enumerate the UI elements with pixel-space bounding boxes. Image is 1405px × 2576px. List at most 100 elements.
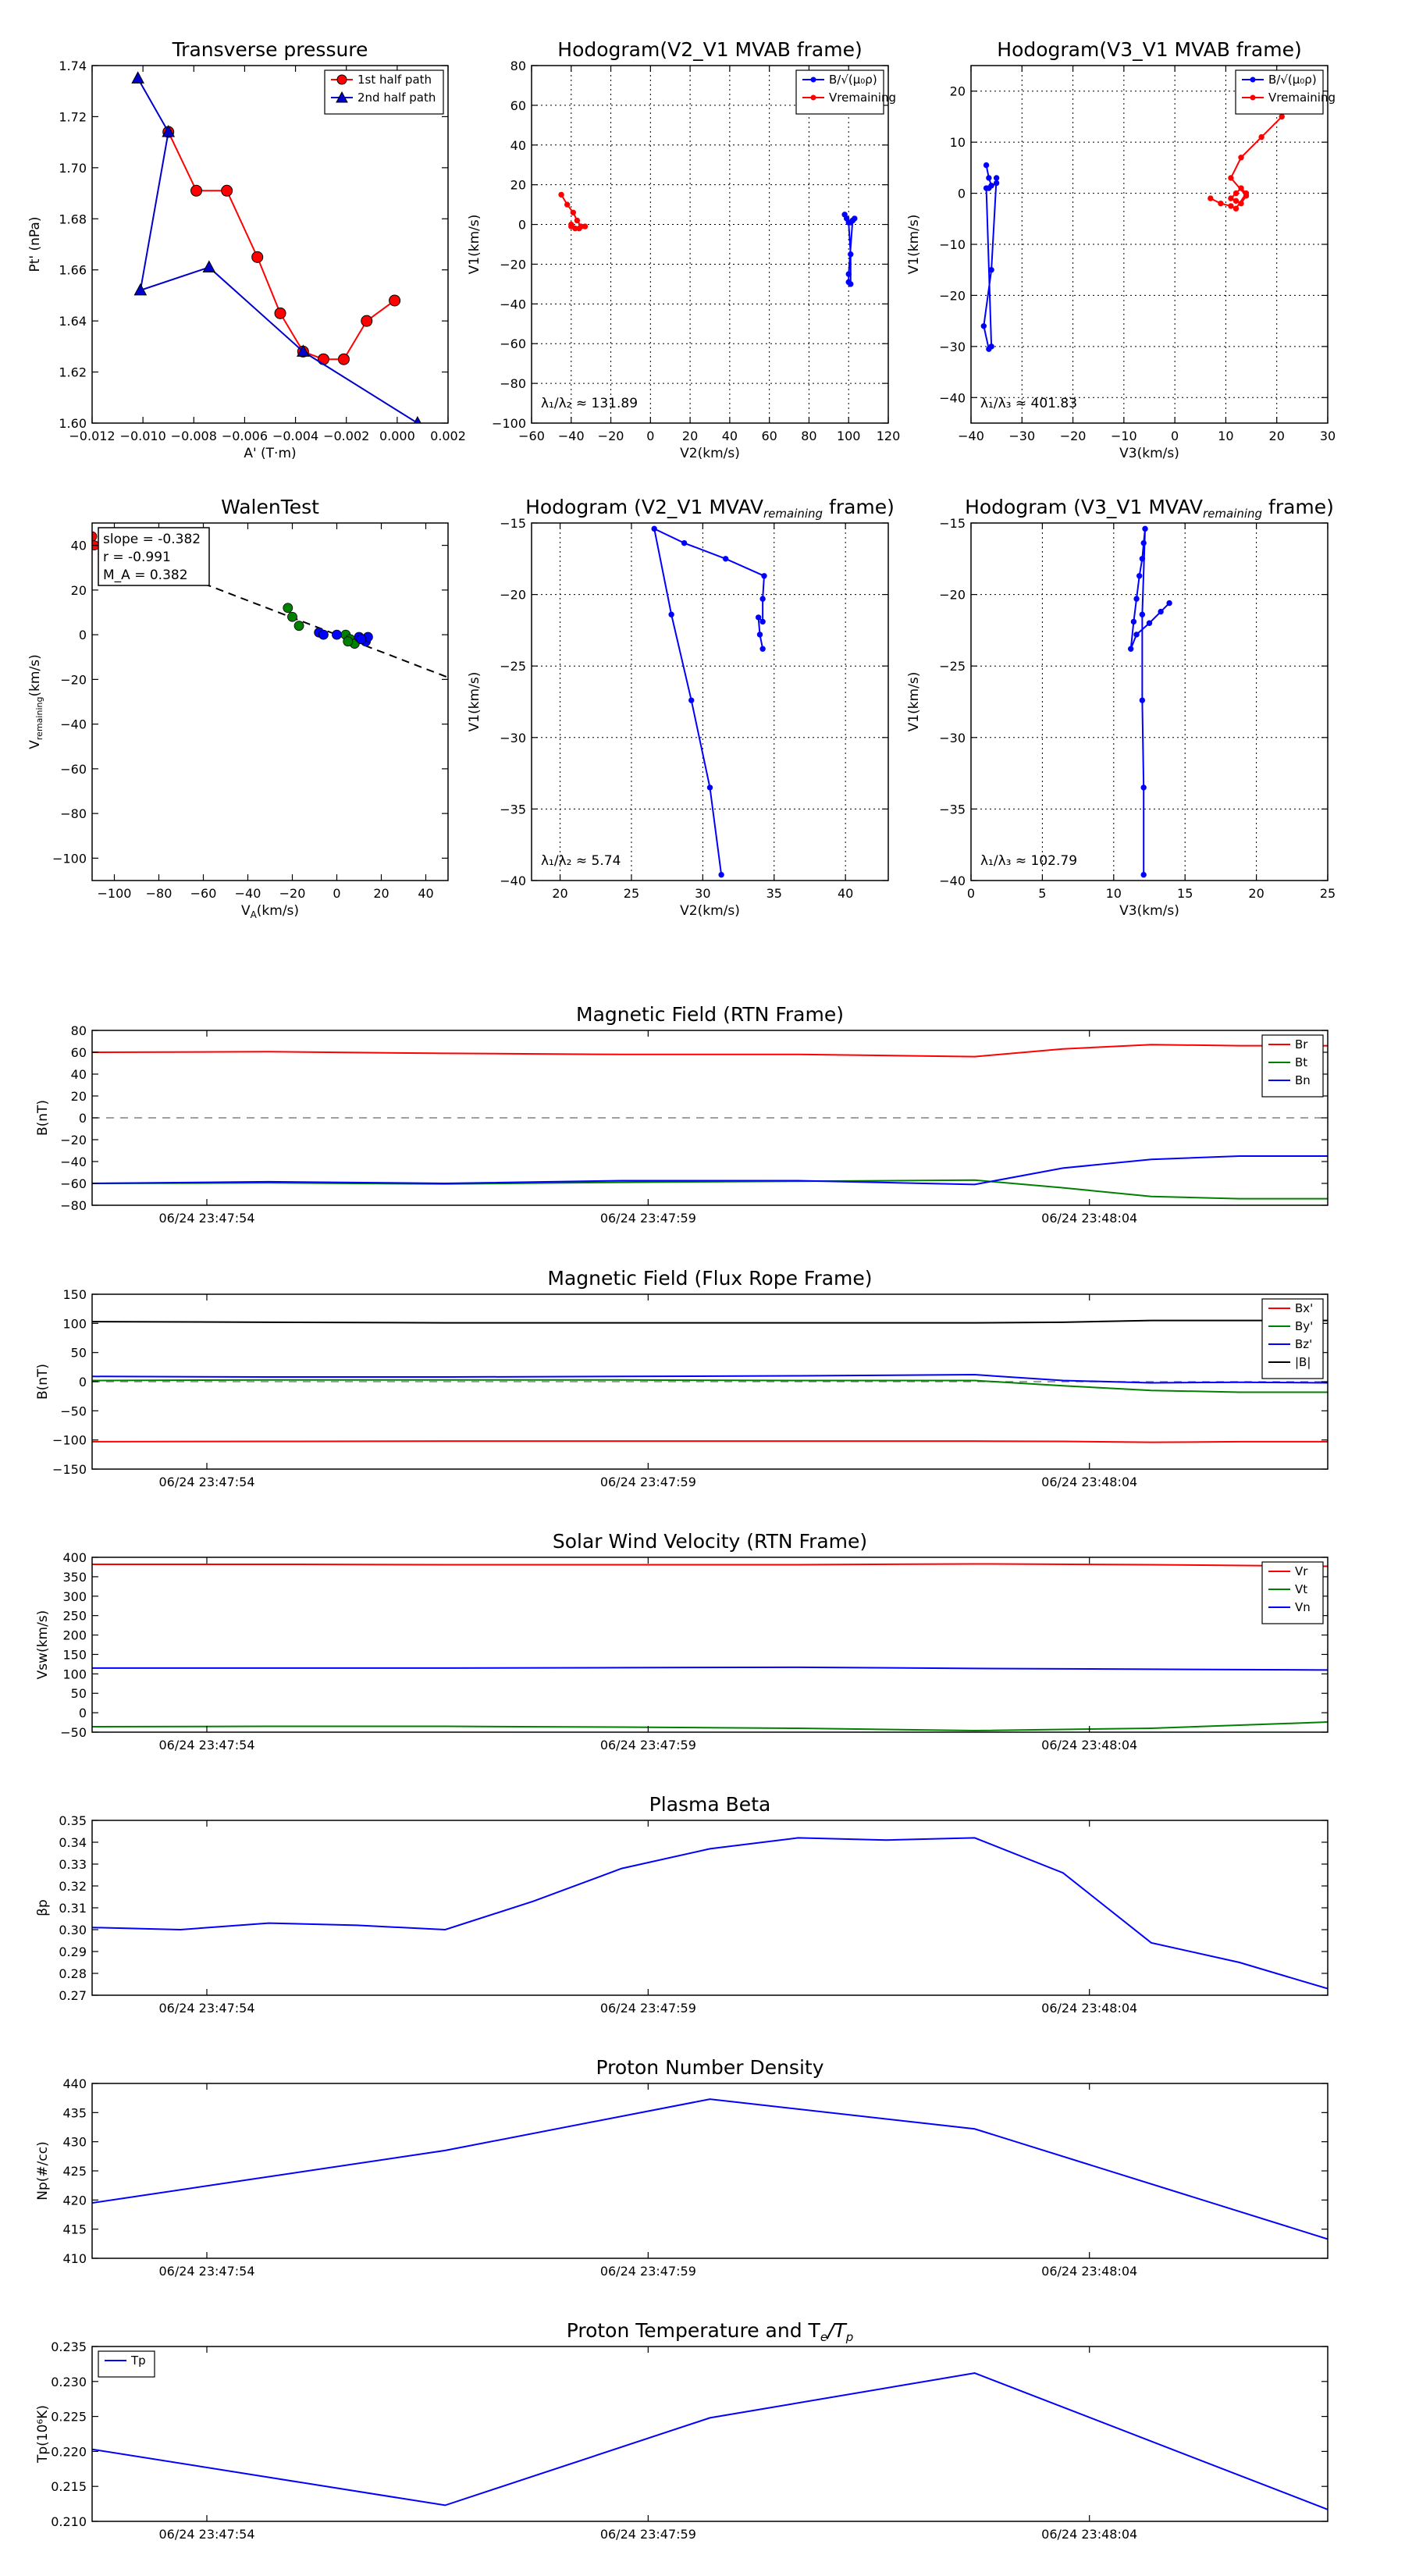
y-tick-label: 0.31 <box>59 1901 87 1916</box>
chart-title: Hodogram(V2_V1 MVAB frame) <box>557 38 862 61</box>
x-tick-label: 5 <box>1038 886 1046 901</box>
x-tick-label: 10 <box>1218 429 1233 443</box>
y-tick-label: −40 <box>939 390 966 405</box>
legend-label: Vremaining <box>829 91 896 105</box>
data-point <box>1136 573 1143 579</box>
y-tick-label: 300 <box>62 1589 87 1604</box>
legend-label: Tp <box>130 2354 146 2368</box>
data-point <box>1140 539 1147 546</box>
y-tick-label: 0 <box>518 218 526 233</box>
x-tick-label: 0 <box>646 429 654 443</box>
data-point <box>1258 133 1264 141</box>
data-layer <box>92 1837 1328 1990</box>
legend-label: Vt <box>1295 1582 1307 1596</box>
legend: Tp <box>98 2350 155 2378</box>
y-tick-label: 430 <box>62 2135 87 2150</box>
data-point <box>688 697 695 703</box>
y-axis-label: V1(km/s) <box>906 672 922 732</box>
stats-line: r = -0.991 <box>103 550 171 565</box>
data-point <box>759 596 766 602</box>
legend: Br Bt Bn <box>1261 1034 1324 1098</box>
x-tick-label: −40 <box>558 429 585 443</box>
data-point <box>293 621 304 632</box>
y-tick-label: −30 <box>500 731 526 745</box>
series-tp-line <box>92 2372 1328 2510</box>
y-tick-label: −40 <box>500 297 526 311</box>
x-tick-label: 40 <box>418 886 433 901</box>
y-tick-label: 1.72 <box>59 109 87 124</box>
xlabel-part: V <box>241 903 251 919</box>
series-vn-line <box>92 1666 1328 1671</box>
y-axis-label: Vsw(km/s) <box>35 1610 51 1680</box>
series-vt-line <box>92 1721 1328 1732</box>
title-sub: e <box>820 2330 827 2344</box>
data-point <box>287 611 297 622</box>
y-tick-label: 20 <box>950 84 966 99</box>
x-tick-label: 20 <box>1269 429 1285 443</box>
x-tick-label: −40 <box>958 429 984 443</box>
y-tick-label: 20 <box>71 583 87 598</box>
y-axis-label: B(nT) <box>35 1364 51 1400</box>
data-point <box>1232 205 1240 212</box>
x-axis-label: V3(km/s) <box>1119 446 1179 461</box>
legend-box <box>98 2350 155 2378</box>
x-tick-label: −0.004 <box>272 429 318 443</box>
data-point <box>759 646 766 652</box>
y-tick-label: 1.70 <box>59 161 87 176</box>
legend-box <box>795 69 884 115</box>
chart-title: Hodogram (V3_V1 MVAVremaining frame) <box>965 496 1334 521</box>
data-point <box>582 223 589 229</box>
axes-frame <box>91 2083 1329 2259</box>
y-tick-label: 0.235 <box>51 2339 87 2354</box>
y-tick-label: 250 <box>62 1609 87 1624</box>
x-tick-label: 06/24 23:47:59 <box>600 2001 696 2016</box>
axes-frame <box>91 1557 1329 1733</box>
data-point <box>558 191 564 198</box>
data-point <box>568 223 574 229</box>
xlabel-sub: A <box>251 909 258 920</box>
y-tick-label: 0 <box>958 187 966 201</box>
data-layer <box>92 2372 1328 2510</box>
eigen-ratio-annotation: λ₁/λ₂ ≈ 5.74 <box>541 853 621 869</box>
legend-label: Vr <box>1295 1564 1308 1578</box>
data-point <box>983 162 990 169</box>
x-tick-label: 06/24 23:47:59 <box>600 1475 696 1489</box>
y-tick-label: 50 <box>71 1346 87 1361</box>
series-br-line <box>92 1044 1328 1058</box>
y-tick-label: −100 <box>52 851 87 866</box>
chart-title: Magnetic Field (RTN Frame) <box>576 1003 844 1026</box>
data-layer <box>1128 525 1172 878</box>
y-tick-label: 0.32 <box>59 1879 87 1894</box>
y-tick-label: −100 <box>492 416 526 431</box>
y-tick-label: 1.74 <box>59 59 87 73</box>
data-point <box>343 636 354 647</box>
data-point <box>993 175 1000 181</box>
data-point <box>1238 200 1244 207</box>
data-point <box>718 871 724 878</box>
series-bz--line <box>92 1374 1328 1384</box>
y-tick-label: 400 <box>62 1550 87 1565</box>
chart-title: Proton Number Density <box>596 2056 824 2079</box>
x-tick-label: −0.008 <box>171 429 217 443</box>
x-axis-label: V2(km/s) <box>680 903 740 919</box>
data-point <box>988 343 994 350</box>
y-tick-label: 0 <box>79 628 87 642</box>
chart-title: Hodogram(V3_V1 MVAB frame) <box>997 38 1301 61</box>
y-tick-label: 20 <box>510 178 526 193</box>
legend-marker <box>336 74 347 85</box>
series-vr-line <box>92 1563 1328 1567</box>
y-tick-label: 0.33 <box>59 1857 87 1872</box>
x-tick-label: 25 <box>624 886 639 901</box>
y-tick-label: 0.34 <box>59 1835 87 1850</box>
x-tick-label: 20 <box>552 886 567 901</box>
axes-frame <box>91 65 449 424</box>
data-point <box>202 260 216 272</box>
y-axis-label: V1(km/s) <box>906 215 922 275</box>
xlabel-end: (km/s) <box>257 903 299 919</box>
data-point <box>988 267 994 273</box>
data-point <box>1158 608 1164 615</box>
data-point <box>92 531 98 542</box>
y-tick-label: 1.60 <box>59 416 87 431</box>
y-tick-label: 410 <box>62 2251 87 2266</box>
chart-title: Plasma Beta <box>649 1793 771 1816</box>
